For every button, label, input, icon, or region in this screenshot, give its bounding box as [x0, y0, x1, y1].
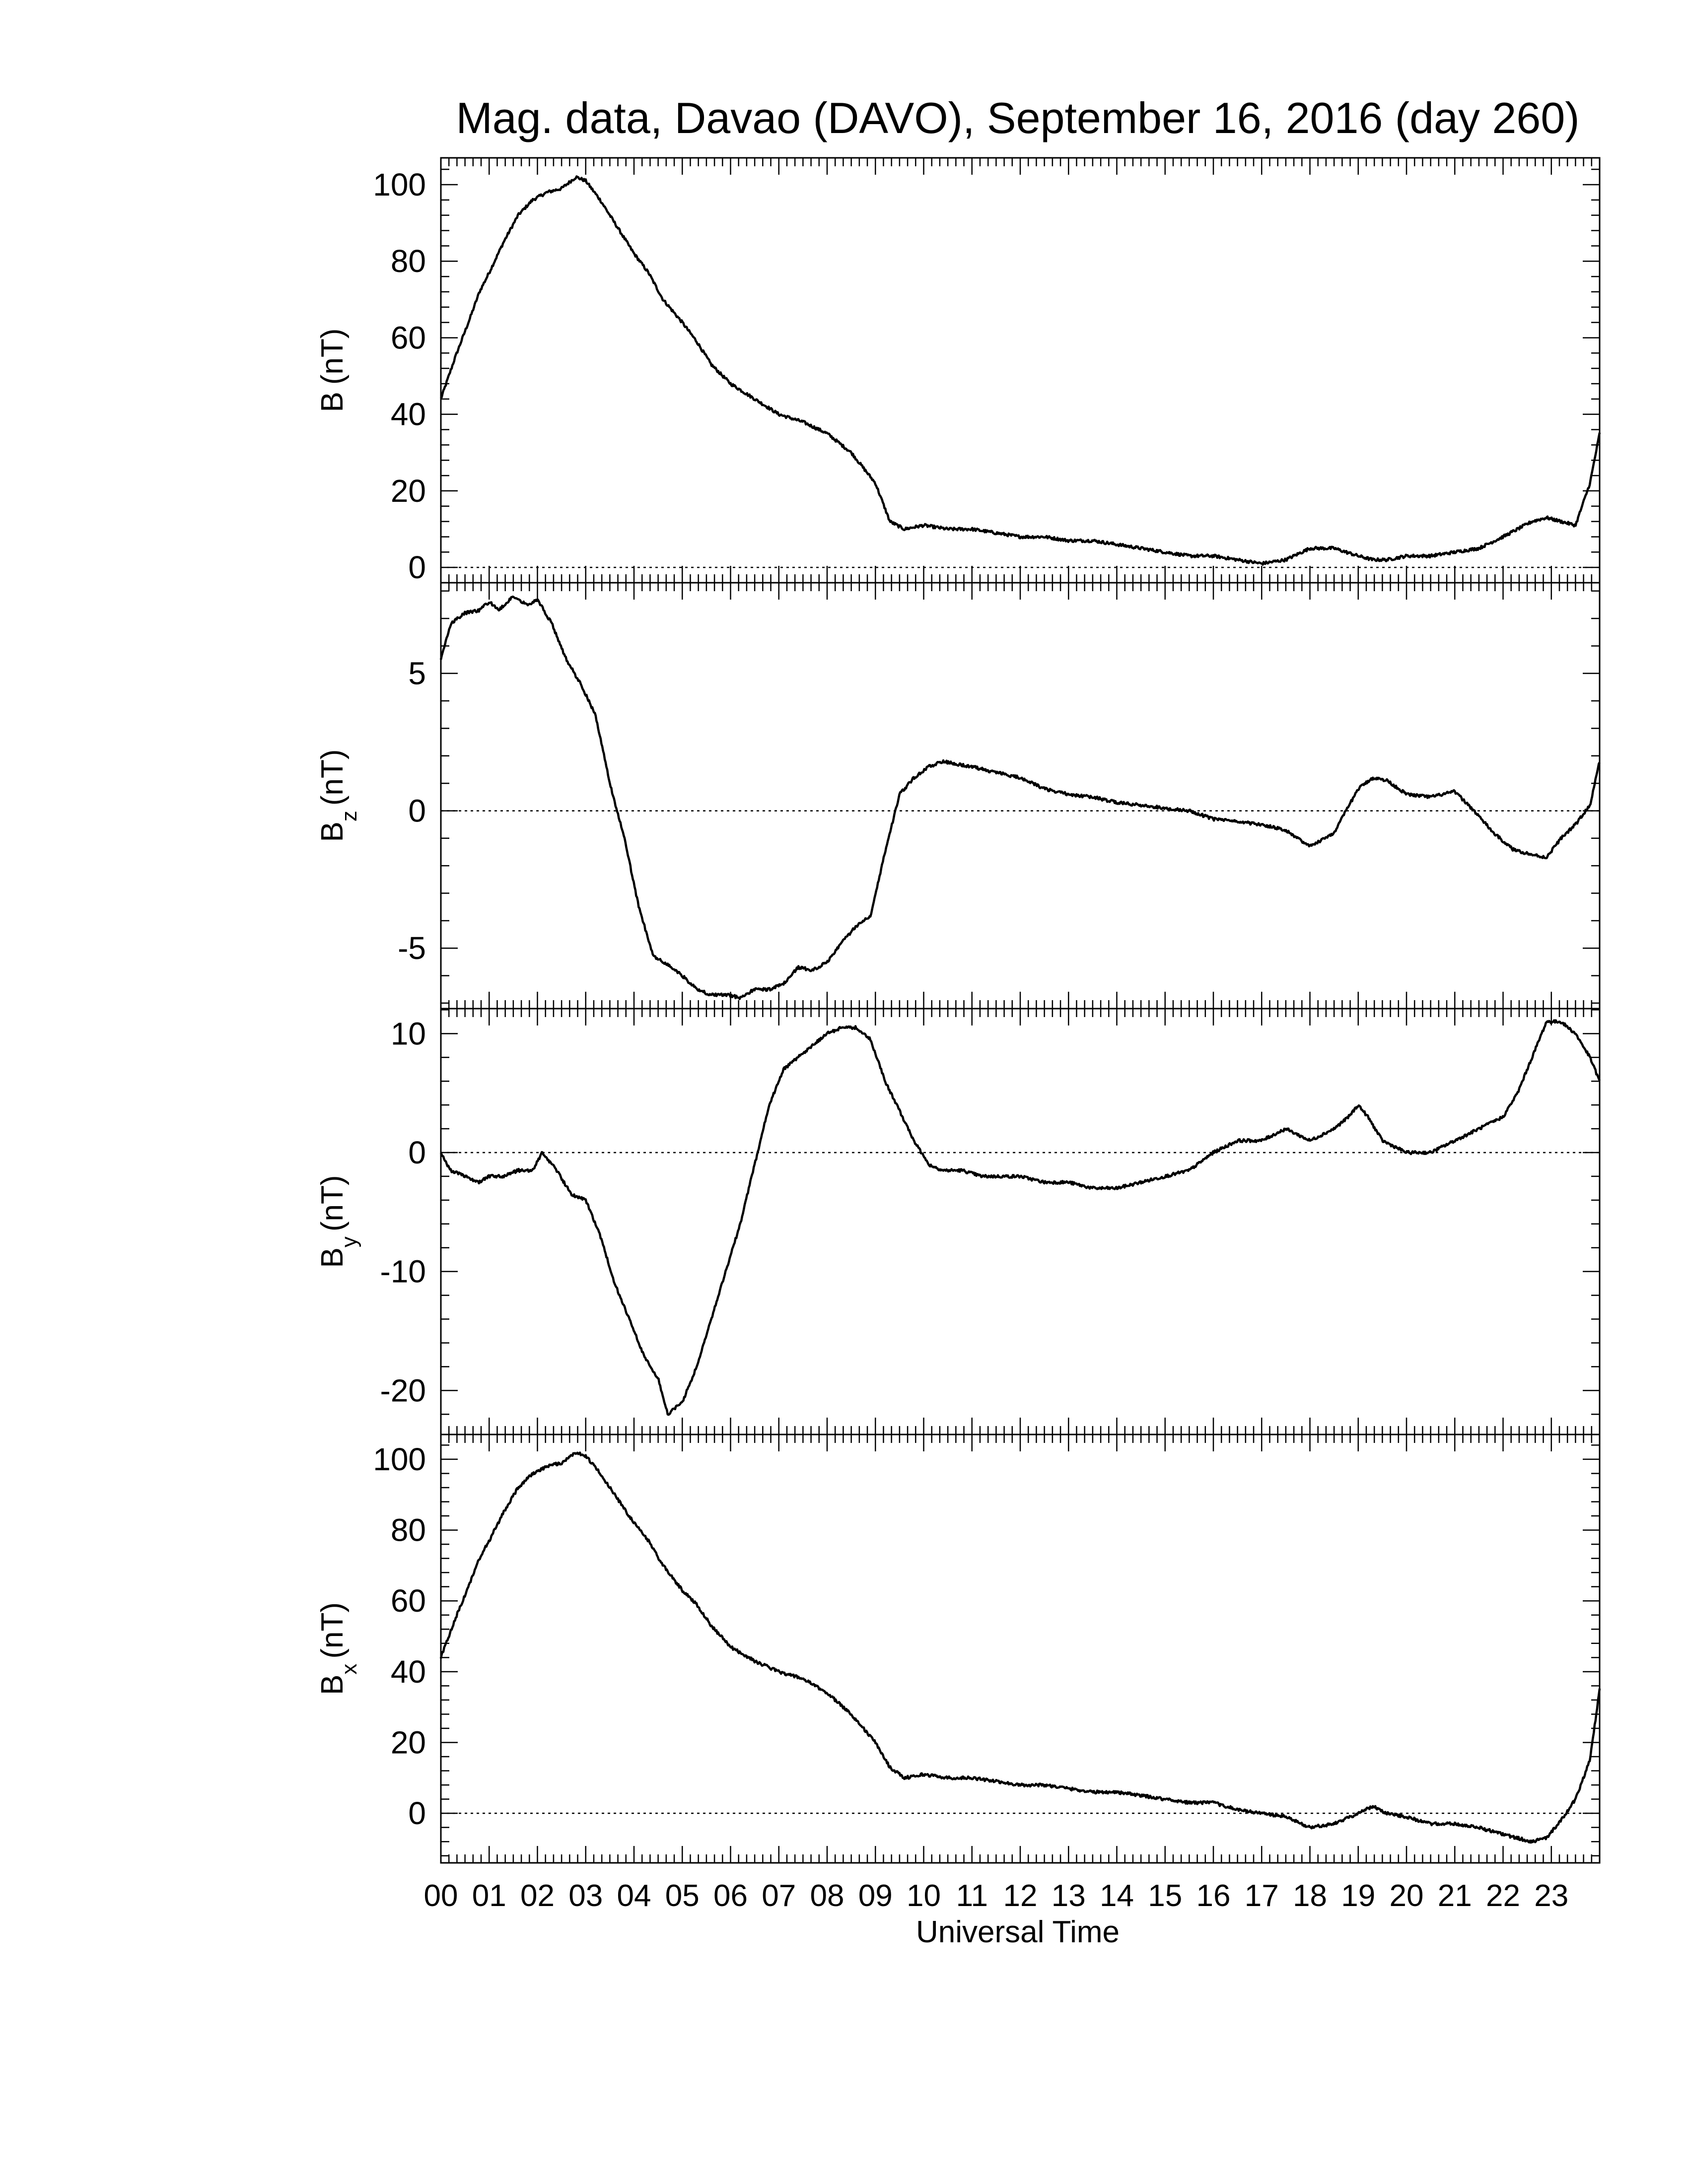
- x-tick-label: 15: [1148, 1879, 1182, 1913]
- y-axis-label: Bx(nT): [315, 1602, 361, 1695]
- panel-B: 0 20 40 60 80 100 B(nT): [315, 157, 1601, 585]
- x-tick-label: 12: [1003, 1879, 1038, 1913]
- x-tick-label: 10: [907, 1879, 941, 1913]
- y-ticks: [441, 168, 1600, 584]
- x-tick-label: 16: [1196, 1879, 1231, 1913]
- x-tick-label: 03: [568, 1879, 603, 1913]
- x-tick-label: 18: [1293, 1879, 1327, 1913]
- y-tick-label: 40: [391, 397, 426, 432]
- x-tick-label: 19: [1341, 1879, 1375, 1913]
- y-tick-label: -10: [380, 1254, 426, 1290]
- y-tick-label: 0: [408, 549, 426, 585]
- y-axis-label: B(nT): [315, 328, 350, 412]
- y-tick-label: -5: [398, 930, 426, 966]
- y-tick-label: 0: [408, 1795, 426, 1831]
- y-tick-label: 20: [391, 1725, 426, 1761]
- x-tick-label: 20: [1390, 1879, 1424, 1913]
- y-tick-label: 5: [408, 656, 426, 691]
- y-tick-label: -20: [380, 1372, 426, 1408]
- y-tick-label: 0: [408, 793, 426, 828]
- x-tick-label: 06: [713, 1879, 748, 1913]
- x-ticks: [440, 583, 1601, 1009]
- y-tick-label: 80: [391, 1512, 426, 1548]
- series-line-Bx: [439, 1451, 1601, 1844]
- y-tick-label: 10: [391, 1016, 426, 1051]
- x-tick-label: 00: [424, 1879, 458, 1913]
- y-tick-label: 20: [391, 473, 426, 509]
- y-tick-label: 0: [408, 1135, 426, 1170]
- x-tick-label: 11: [956, 1879, 988, 1913]
- x-tick-label: 07: [762, 1879, 796, 1913]
- x-tick-label: 02: [520, 1879, 555, 1913]
- x-tick-label: 08: [810, 1879, 844, 1913]
- panel-frame: [440, 1433, 1601, 1864]
- y-tick-label: 80: [391, 243, 426, 279]
- x-tick-label: 14: [1100, 1879, 1134, 1913]
- panel-Bx: 0 20 40 60 80 100 Bx(nT): [315, 1433, 1601, 1864]
- panel-frame: [440, 1008, 1601, 1435]
- y-tick-label: 40: [391, 1654, 426, 1690]
- series-line-B: [440, 175, 1601, 566]
- y-ticks: [441, 1009, 1600, 1415]
- x-tick-label: 01: [472, 1879, 506, 1913]
- x-tick-label: 09: [858, 1879, 893, 1913]
- panel-Bz: -5 0 5 Bz(nT): [315, 582, 1601, 1010]
- x-tick-label: 21: [1438, 1879, 1472, 1913]
- panels-group: 0 20 40 60 80 100 B(nT) -5 0 5 Bz(nT) -20 -10 0 10 By(n…: [315, 157, 1601, 1864]
- panel-By: -20 -10 0 10 By(nT): [315, 1008, 1601, 1435]
- y-tick-label: 100: [373, 167, 426, 203]
- y-tick-label: 100: [373, 1441, 426, 1477]
- x-tick-label: 13: [1052, 1879, 1086, 1913]
- y-ticks: [441, 1444, 1600, 1856]
- x-ticks: [440, 158, 1601, 583]
- y-tick-label: 60: [391, 1583, 426, 1619]
- series-line-By: [439, 1019, 1601, 1416]
- series-line-Bz: [439, 595, 1601, 1000]
- x-ticks: [440, 1009, 1601, 1434]
- x-tick-labels: 00 01 02 03 04 05 06 07 08 09 10 11 12 13 14 15 16 17 18 19…: [424, 1879, 1569, 1913]
- x-tick-label: 04: [617, 1879, 651, 1913]
- x-tick-label: 05: [665, 1879, 700, 1913]
- chart-title: Mag. data, Davao (DAVO), September 16, 2…: [456, 93, 1579, 142]
- y-axis-label: Bz(nT): [315, 749, 361, 842]
- x-tick-label: 17: [1245, 1879, 1279, 1913]
- x-ticks: [440, 1434, 1601, 1863]
- x-tick-label: 22: [1486, 1879, 1520, 1913]
- y-tick-label: 60: [391, 320, 426, 355]
- x-tick-label: 23: [1534, 1879, 1568, 1913]
- y-axis-label: By(nT): [315, 1175, 361, 1268]
- x-axis-label: Universal Time: [916, 1915, 1120, 1949]
